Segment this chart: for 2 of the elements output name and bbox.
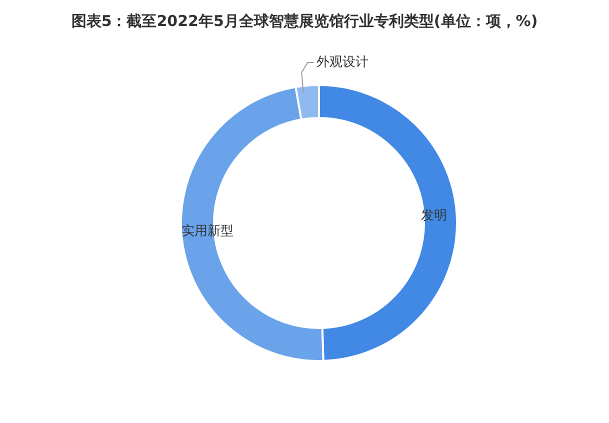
chart-title: 图表5：截至2022年5月全球智慧展览馆行业专利类型(单位：项，%) bbox=[70, 12, 539, 31]
slice-label: 外观设计 bbox=[316, 55, 369, 70]
